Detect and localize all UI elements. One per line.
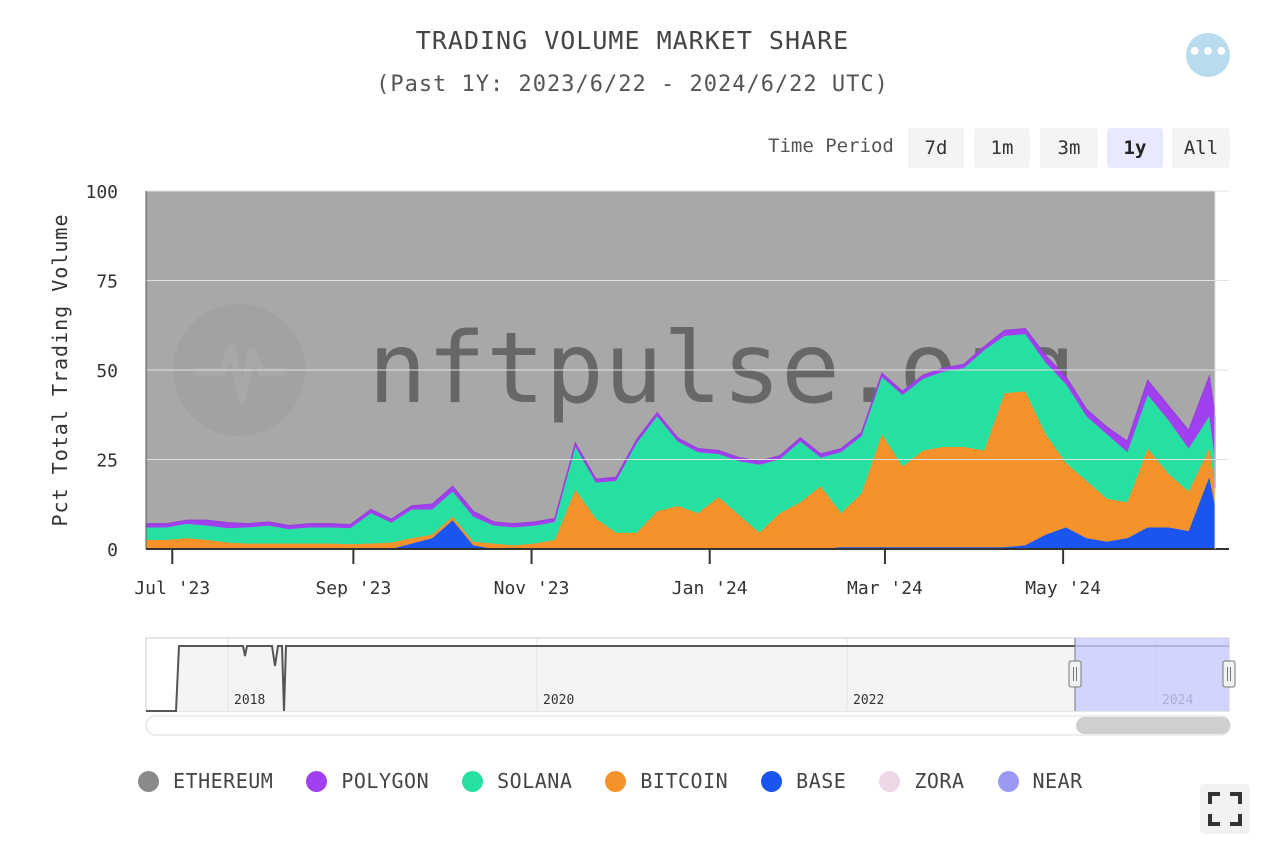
scrollbar-thumb[interactable] bbox=[1076, 717, 1230, 734]
legend-label: SOLANA bbox=[497, 769, 573, 793]
series-area-bitcoin bbox=[146, 391, 1215, 549]
navigator-year-label: 2022 bbox=[853, 693, 884, 708]
legend-label: ZORA bbox=[914, 769, 965, 793]
legend-label: ETHEREUM bbox=[173, 769, 274, 793]
legend-dot-icon bbox=[138, 770, 159, 792]
range-button-7d[interactable]: 7d bbox=[908, 128, 964, 168]
range-button-1m[interactable]: 1m bbox=[974, 128, 1030, 168]
y-tick-label: 0 bbox=[107, 540, 118, 561]
legend-item-near[interactable]: NEAR bbox=[997, 769, 1083, 793]
range-button-1y[interactable]: 1y bbox=[1107, 128, 1163, 168]
chart-subtitle: (Past 1Y: 2023/6/22 - 2024/6/22 UTC) bbox=[376, 72, 889, 97]
navigator-handle[interactable] bbox=[1222, 660, 1236, 688]
stack-top-line bbox=[146, 328, 1216, 527]
y-tick-label: 75 bbox=[96, 272, 118, 293]
navigator-year-label: 2018 bbox=[234, 693, 265, 708]
navigator[interactable]: 2018202020222024 bbox=[145, 637, 1236, 736]
legend-item-solana[interactable]: SOLANA bbox=[462, 769, 572, 793]
chart-menu-button[interactable]: ••• bbox=[1186, 33, 1230, 77]
legend-item-polygon[interactable]: POLYGON bbox=[306, 769, 429, 793]
legend-label: BASE bbox=[796, 769, 847, 793]
y-tick-label: 100 bbox=[85, 182, 118, 203]
navigator-year-label: 2020 bbox=[543, 693, 574, 708]
legend-item-zora[interactable]: ZORA bbox=[879, 769, 964, 793]
legend-label: POLYGON bbox=[341, 769, 430, 793]
time-period-label: Time Period bbox=[768, 135, 894, 157]
legend-label: BITCOIN bbox=[640, 769, 729, 793]
fullscreen-button[interactable] bbox=[1200, 784, 1250, 834]
navigator-selection[interactable] bbox=[1075, 638, 1229, 711]
x-tick-label: Jul '23 bbox=[134, 578, 210, 599]
legend-dot-icon bbox=[879, 770, 901, 792]
y-tick-label: 25 bbox=[96, 451, 118, 472]
x-tick-label: Jan '24 bbox=[672, 578, 748, 599]
legend-item-base[interactable]: BASE bbox=[761, 769, 846, 793]
legend-label: NEAR bbox=[1032, 769, 1083, 793]
legend: ETHEREUM POLYGON SOLANA BITCOIN BASE ZOR… bbox=[138, 766, 1116, 796]
legend-dot-icon bbox=[605, 770, 627, 792]
x-tick-label: Mar '24 bbox=[847, 578, 923, 599]
legend-item-ethereum[interactable]: ETHEREUM bbox=[138, 769, 273, 793]
series-area-polygon bbox=[146, 328, 1215, 549]
navigator-handle[interactable] bbox=[1068, 660, 1082, 688]
y-axis-title: Pct Total Trading Volume bbox=[48, 214, 72, 527]
range-button-3m[interactable]: 3m bbox=[1040, 128, 1098, 168]
fullscreen-icon bbox=[1208, 792, 1242, 826]
series-area-base bbox=[146, 477, 1215, 549]
x-tick-label: Nov '23 bbox=[494, 578, 570, 599]
legend-dot-icon bbox=[761, 770, 783, 792]
series-area-solana bbox=[146, 334, 1215, 549]
legend-dot-icon bbox=[306, 770, 328, 792]
chart-title: TRADING VOLUME MARKET SHARE bbox=[415, 26, 850, 55]
x-tick-label: Sep '23 bbox=[315, 578, 391, 599]
pulse-line-icon bbox=[192, 344, 288, 404]
scrollbar-track[interactable] bbox=[145, 715, 1231, 736]
navigator-series-line bbox=[146, 645, 1229, 712]
range-button-all[interactable]: All bbox=[1172, 128, 1230, 168]
legend-dot-icon bbox=[462, 770, 484, 792]
x-tick-label: May '24 bbox=[1025, 578, 1101, 599]
y-tick-label: 50 bbox=[96, 361, 118, 382]
legend-dot-icon bbox=[997, 770, 1019, 792]
navigator-fill bbox=[176, 646, 1229, 711]
legend-item-bitcoin[interactable]: BITCOIN bbox=[605, 769, 728, 793]
